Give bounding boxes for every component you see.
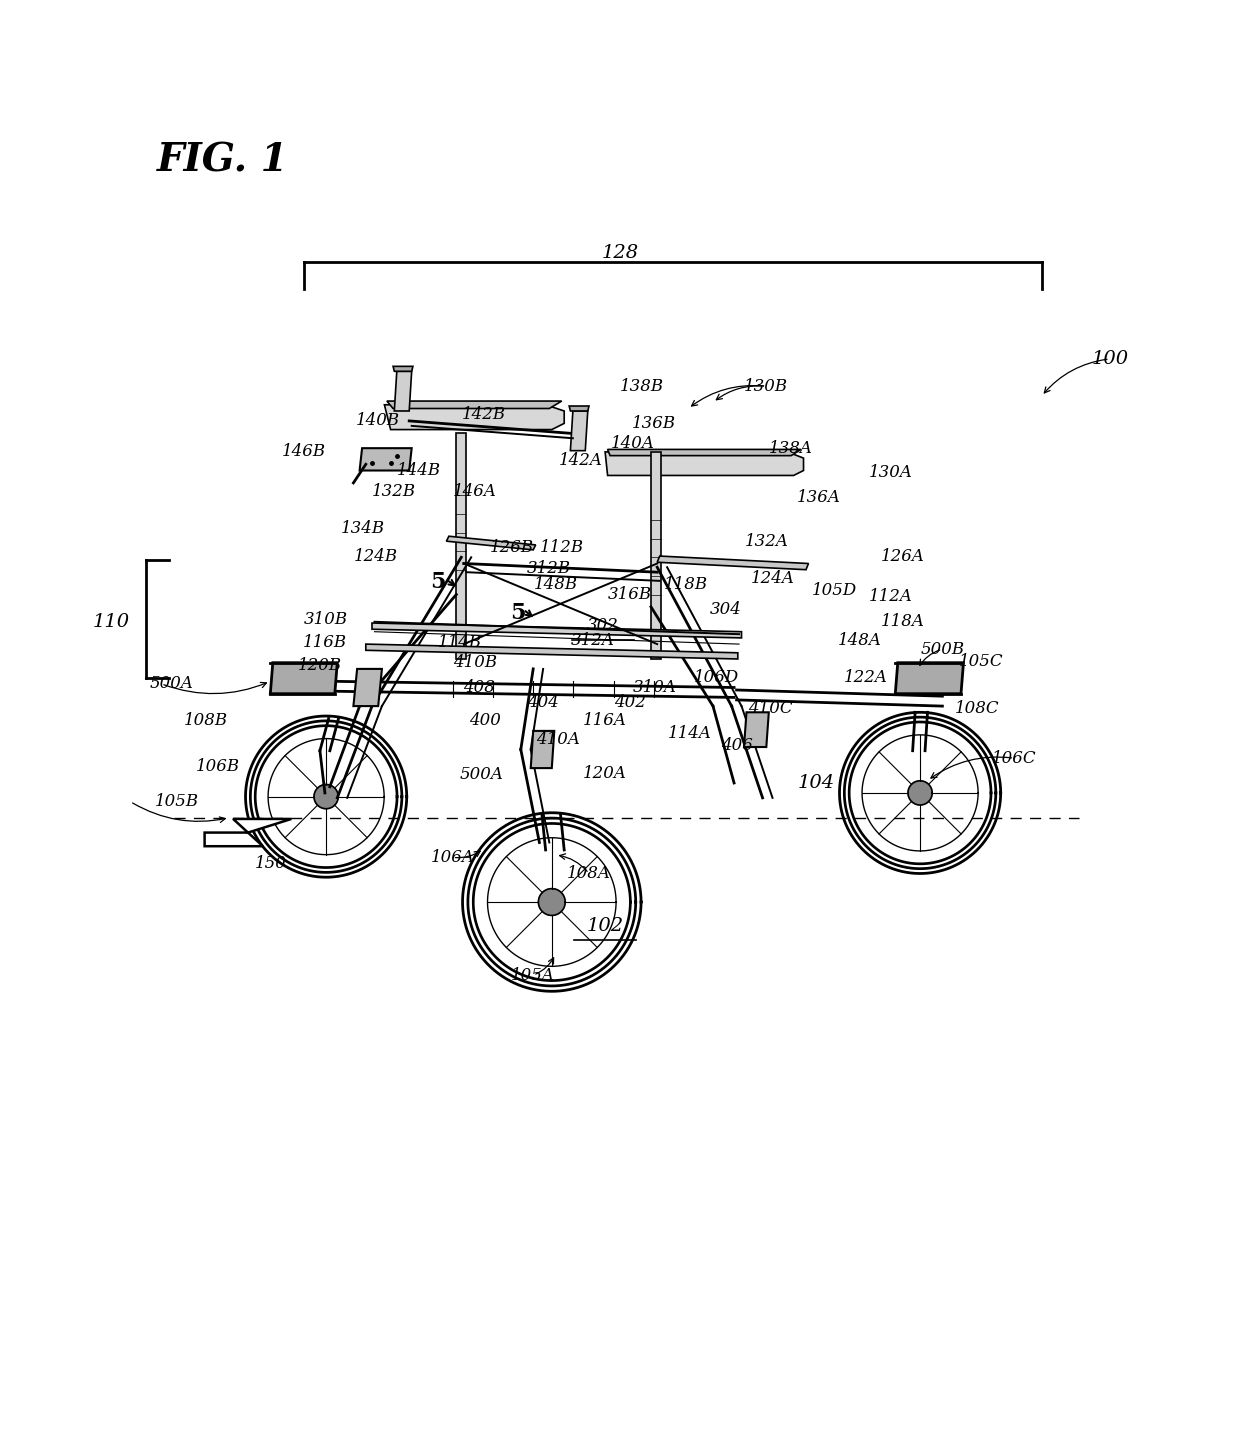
Text: 112A: 112A (868, 589, 913, 605)
Polygon shape (387, 401, 562, 408)
Text: 108C: 108C (955, 700, 999, 717)
Text: 146A: 146A (453, 483, 497, 500)
Text: 400: 400 (469, 713, 501, 730)
Text: 304: 304 (709, 601, 742, 618)
Text: 146B: 146B (281, 444, 326, 460)
Text: 5: 5 (430, 570, 445, 593)
Polygon shape (384, 405, 564, 430)
Polygon shape (531, 731, 554, 769)
Text: 142A: 142A (558, 453, 603, 468)
Text: 144B: 144B (397, 463, 441, 479)
Text: 120A: 120A (583, 764, 627, 782)
Text: 116B: 116B (303, 634, 347, 651)
Text: 106C: 106C (992, 750, 1037, 767)
Text: 5: 5 (511, 602, 526, 624)
Text: 106B: 106B (196, 759, 241, 776)
Text: 406: 406 (720, 737, 753, 754)
Text: 132A: 132A (744, 533, 789, 550)
Polygon shape (538, 888, 565, 915)
Polygon shape (360, 448, 412, 470)
Polygon shape (569, 407, 589, 411)
Text: 126A: 126A (880, 547, 925, 565)
Text: 108A: 108A (567, 865, 611, 882)
Text: 100: 100 (1091, 349, 1128, 368)
Text: 312A: 312A (570, 632, 615, 650)
Text: 316B: 316B (608, 586, 652, 604)
Text: 114B: 114B (438, 634, 482, 651)
Text: 142B: 142B (461, 407, 506, 424)
Polygon shape (895, 662, 963, 694)
Text: 120B: 120B (298, 657, 342, 674)
Polygon shape (393, 366, 413, 371)
Text: 106D: 106D (694, 670, 739, 685)
Polygon shape (908, 780, 932, 805)
Text: 148A: 148A (837, 632, 882, 650)
Text: 150: 150 (254, 855, 286, 872)
Text: 105B: 105B (155, 793, 200, 810)
Text: 118B: 118B (663, 576, 708, 593)
Text: 410C: 410C (748, 700, 792, 717)
Text: 140B: 140B (356, 412, 401, 430)
Text: 124B: 124B (353, 547, 398, 565)
Text: 130B: 130B (744, 378, 789, 395)
Text: 122A: 122A (843, 670, 888, 685)
Text: FIG. 1: FIG. 1 (157, 141, 289, 180)
Text: 104: 104 (797, 775, 835, 792)
Text: 136B: 136B (631, 415, 676, 433)
Text: 114A: 114A (667, 724, 712, 741)
Polygon shape (270, 662, 337, 694)
Text: 136A: 136A (796, 489, 841, 506)
Text: 105A: 105A (511, 967, 556, 984)
Text: 132B: 132B (372, 483, 417, 500)
Text: 148B: 148B (533, 576, 578, 593)
Polygon shape (608, 450, 801, 456)
Polygon shape (651, 451, 661, 660)
Polygon shape (394, 371, 412, 411)
Text: 404: 404 (527, 694, 559, 711)
Polygon shape (366, 644, 738, 660)
Polygon shape (314, 785, 339, 809)
Text: 126B: 126B (490, 539, 534, 556)
Text: 410B: 410B (453, 654, 497, 671)
Text: 402: 402 (614, 694, 646, 711)
Text: 500A: 500A (149, 675, 193, 693)
Text: 408: 408 (463, 680, 495, 696)
Text: 102: 102 (587, 917, 624, 934)
Text: 138B: 138B (620, 378, 665, 395)
Text: 410A: 410A (536, 731, 580, 749)
Text: 302: 302 (587, 616, 619, 634)
Text: 310A: 310A (632, 680, 677, 696)
Text: 500B: 500B (920, 641, 965, 658)
Text: 138A: 138A (769, 440, 813, 457)
Text: 112B: 112B (539, 539, 584, 556)
Polygon shape (744, 713, 769, 747)
Text: 108B: 108B (184, 713, 228, 730)
Polygon shape (570, 411, 588, 451)
Polygon shape (657, 556, 808, 569)
Polygon shape (372, 624, 742, 638)
Text: 310B: 310B (304, 611, 348, 628)
Text: 105D: 105D (812, 582, 857, 599)
Text: 134B: 134B (341, 520, 386, 537)
Text: 140A: 140A (610, 435, 655, 451)
Text: 118A: 118A (880, 614, 925, 631)
Text: 130A: 130A (868, 464, 913, 481)
Polygon shape (205, 819, 291, 846)
Text: 124A: 124A (750, 570, 795, 586)
Polygon shape (353, 668, 382, 706)
Text: 128: 128 (601, 244, 639, 263)
Text: 312B: 312B (527, 560, 572, 578)
Polygon shape (446, 536, 536, 550)
Text: 110: 110 (93, 612, 130, 631)
Text: 116A: 116A (583, 713, 627, 730)
Text: 106A: 106A (430, 849, 475, 867)
Polygon shape (456, 434, 466, 660)
Text: 500A: 500A (459, 766, 503, 783)
Text: 105C: 105C (959, 652, 1003, 670)
Polygon shape (605, 451, 804, 476)
